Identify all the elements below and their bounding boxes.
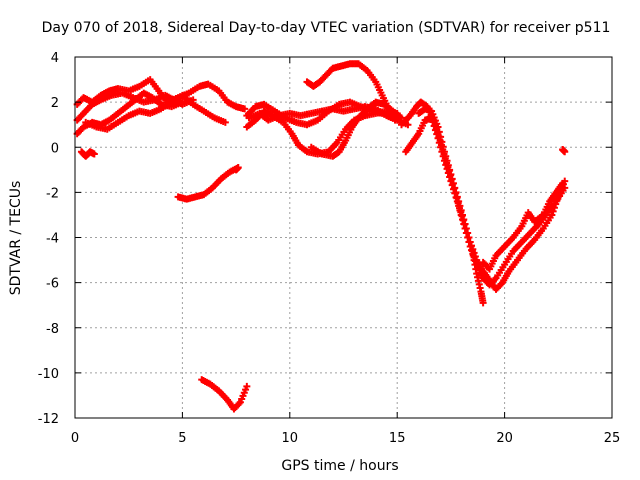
data-point [232, 166, 240, 174]
data-point [453, 193, 461, 201]
data-point [552, 200, 560, 208]
y-axis-title: SDTVAR / TECUs [8, 181, 24, 296]
x-tick-label: 25 [604, 431, 621, 446]
data-point [444, 161, 452, 169]
data-point [464, 229, 472, 237]
data-point [550, 204, 558, 212]
data-point [456, 202, 464, 210]
data-point [446, 166, 454, 174]
data-point [479, 299, 487, 307]
data-point [460, 215, 468, 223]
data-point [457, 206, 465, 214]
data-point [435, 128, 443, 136]
data-point [391, 116, 399, 124]
data-point [470, 249, 478, 257]
series-track-17 [198, 376, 251, 413]
data-point [442, 152, 450, 160]
data-point [448, 175, 456, 183]
data-point [452, 188, 460, 196]
data-point [439, 143, 447, 151]
series-track-13 [415, 105, 569, 293]
x-axis-title: GPS time / hours [281, 458, 398, 474]
data-point [434, 123, 442, 131]
data-point [449, 179, 457, 187]
data-point [241, 105, 249, 113]
data-point [404, 121, 412, 129]
data-point [437, 133, 445, 141]
series-track-10 [307, 98, 405, 160]
data-point [466, 238, 474, 246]
series-track-16 [174, 164, 242, 203]
y-tick-label: -6 [46, 277, 59, 292]
series-track-14 [479, 179, 567, 273]
points-layer [73, 60, 569, 413]
y-tick-label: 0 [51, 141, 59, 156]
y-tick-label: 2 [51, 96, 59, 111]
data-point [553, 196, 561, 204]
data-point [221, 118, 229, 126]
data-point [458, 211, 466, 219]
x-tick-label: 5 [178, 431, 186, 446]
x-tick-label: 15 [389, 431, 406, 446]
data-point [443, 157, 451, 165]
series-track-8 [243, 98, 397, 129]
data-point [468, 242, 476, 250]
data-point [440, 148, 448, 156]
chart-title: Day 070 of 2018, Sidereal Day-to-day VTE… [42, 20, 611, 36]
data-point [471, 252, 479, 260]
series-track-11 [397, 98, 487, 307]
data-point [561, 148, 569, 156]
series-track-15 [559, 146, 569, 156]
y-tick-label: -12 [38, 412, 59, 427]
series-track-5 [77, 148, 98, 160]
data-point [469, 245, 477, 253]
x-tick-label: 20 [496, 431, 513, 446]
data-point [451, 184, 459, 192]
data-point [243, 382, 251, 390]
data-point [462, 224, 470, 232]
data-point [559, 179, 567, 187]
data-point [461, 220, 469, 228]
x-tick-label: 10 [282, 431, 299, 446]
data-point [455, 197, 463, 205]
y-tick-label: -8 [46, 322, 59, 337]
data-point [438, 138, 446, 146]
data-point [178, 98, 186, 106]
x-tick-label: 0 [71, 431, 79, 446]
series-track-4 [82, 91, 229, 133]
series-track-9 [303, 60, 399, 124]
data-point [465, 234, 473, 241]
y-tick-label: -4 [46, 232, 59, 247]
data-point [447, 170, 455, 178]
data-point [90, 150, 98, 158]
data-point [548, 211, 556, 219]
y-tick-label: -2 [46, 186, 59, 201]
data-point [549, 207, 557, 215]
y-tick-label: -10 [38, 367, 59, 382]
y-tick-label: 4 [51, 51, 59, 66]
